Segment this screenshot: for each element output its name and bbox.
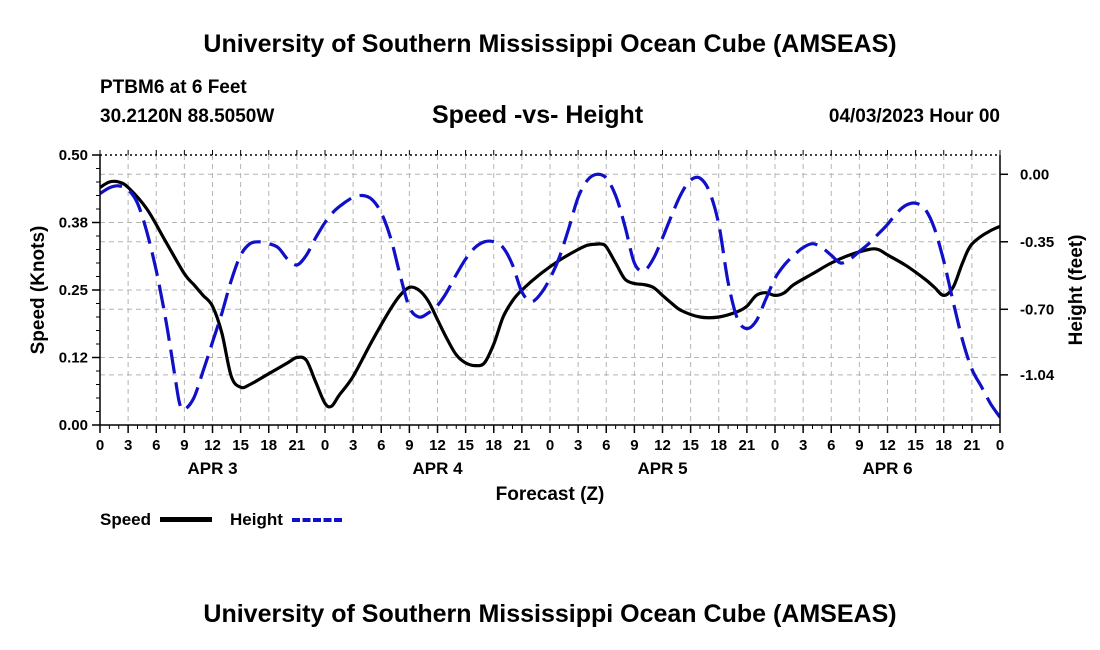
x-tick-label: 18 [485,437,502,454]
x-tick-label: 0 [321,437,329,454]
legend-height-swatch [292,518,342,522]
y-right-tick-label: -0.70 [1020,301,1054,318]
series-line-speed [100,179,1000,409]
x-tick-label: 15 [232,437,249,454]
forecast-date: 04/03/2023 Hour 00 [828,106,1000,127]
legend-speed-swatch [160,517,212,522]
y-left-tick-label: 0.12 [59,350,88,367]
series-line-height [100,172,1000,419]
y-right-tick-label: 0.00 [1020,166,1049,183]
legend-height-label: Height [230,510,283,529]
y-axis-right-label: Height (feet) [1066,235,1087,346]
station-coordinates: 30.2120N 88.5050W [100,106,275,127]
x-axis-label: Forecast (Z) [496,484,605,505]
x-tick-label: 6 [827,437,835,454]
x-tick-label: 15 [457,437,474,454]
day-label: APR 3 [187,459,237,478]
x-tick-label: 9 [405,437,413,454]
footer-title: University of Southern Mississippi Ocean… [203,600,897,628]
x-tick-label: 12 [429,437,446,454]
x-tick-label: 0 [771,437,779,454]
x-tick-label: 21 [289,437,306,454]
x-tick-label: 15 [682,437,699,454]
legend-speed-label: Speed [100,510,152,529]
x-tick-label: 9 [630,437,638,454]
page-title: University of Southern Mississippi Ocean… [203,30,897,58]
day-label: APR 5 [637,459,687,478]
x-tick-label: 0 [546,437,554,454]
y-left-tick-label: 0.25 [59,282,88,299]
y-left-tick-label: 0.50 [59,147,88,164]
day-label: APR 6 [862,459,912,478]
x-tick-label: 3 [799,437,807,454]
x-tick-label: 6 [377,437,385,454]
x-tick-label: 18 [935,437,952,454]
x-tick-label: 6 [602,437,610,454]
x-tick-label: 21 [739,437,756,454]
x-tick-label: 9 [180,437,188,454]
y-left-tick-label: 0.38 [59,215,88,232]
station-name: PTBM6 at 6 Feet [100,77,247,98]
x-tick-label: 21 [964,437,981,454]
x-tick-label: 15 [907,437,924,454]
speed-height-chart: 0 3 6 9 12 15 18 21 0 3 6 9 12 15 18 21 0 3 6 9 12 15 18 21 0 3 6 9… [28,147,1087,505]
x-tick-label: 12 [879,437,896,454]
x-tick-label: 21 [514,437,531,454]
x-tick-label: 3 [349,437,357,454]
axes: 0 3 6 9 12 15 18 21 0 3 6 9 12 15 18 21 0 3 6 9 12 15 18 21 0 3 6 9… [59,147,1055,478]
y-right-tick-label: -1.04 [1020,367,1055,384]
y-left-tick-label: 0.00 [59,417,88,434]
x-tick-label: 3 [124,437,132,454]
grid-lines [100,155,1000,425]
x-tick-label: 18 [710,437,727,454]
day-label: APR 4 [412,459,463,478]
x-tick-label: 12 [654,437,671,454]
y-axis-left-label: Speed (Knots) [28,226,49,355]
x-tick-label: 6 [152,437,160,454]
x-tick-label: 0 [996,437,1004,454]
x-tick-label: 3 [574,437,582,454]
x-tick-label: 0 [96,437,104,454]
x-tick-label: 9 [855,437,863,454]
x-tick-label: 12 [204,437,221,454]
y-right-tick-label: -0.35 [1020,234,1054,251]
x-tick-label: 18 [260,437,277,454]
series-lines [100,172,1000,419]
chart-title: Speed -vs- Height [432,101,644,129]
